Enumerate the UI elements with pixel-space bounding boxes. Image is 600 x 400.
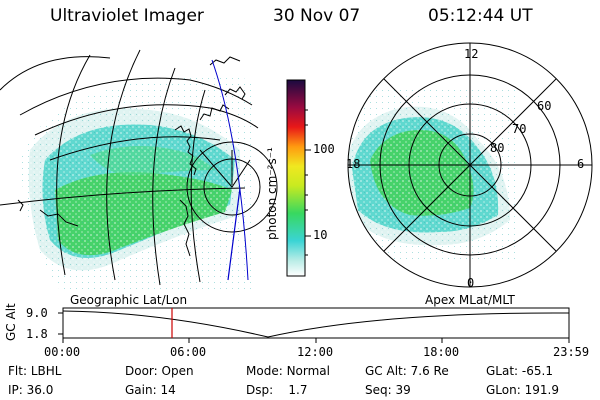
track-line (211, 59, 249, 281)
track-line (227, 187, 241, 281)
altitude-ticks (58, 312, 570, 343)
info-mode: Mode: Normal (246, 364, 330, 378)
polar-panel-label: Apex MLat/MLT (425, 293, 515, 307)
info-seq: Seq: 39 (365, 383, 411, 397)
colorbar-ticks (305, 109, 311, 256)
colorbar-tick-label: 100 (313, 142, 335, 156)
altitude-xtick: 06:00 (170, 345, 207, 359)
geographic-grid (0, 49, 278, 286)
altitude-ylabel: GC Alt (4, 303, 18, 341)
info-glat: GLat: -65.1 (486, 364, 553, 378)
info-glon: GLon: 191.9 (486, 383, 559, 397)
mlat-label-60: 60 (537, 99, 552, 113)
altitude-curve (62, 310, 570, 338)
date-label: 30 Nov 07 (273, 6, 361, 26)
info-dsp: Dsp: 1.7 (246, 383, 308, 397)
instrument-title: Ultraviolet Imager (50, 6, 204, 26)
altitude-xtick: 23:59 (553, 345, 590, 359)
mlt-label-0: 0 (467, 276, 475, 290)
info-flt: Flt: LBHL (8, 364, 62, 378)
mlat-label-80: 80 (490, 141, 505, 155)
polar-aurora (348, 90, 520, 260)
mlt-label-18: 18 (346, 157, 361, 171)
info-gc-alt: GC Alt: 7.6 Re (365, 364, 449, 378)
info-door: Door: Open (125, 364, 194, 378)
altitude-ytick: 9.0 (26, 306, 48, 320)
time-label: 05:12:44 UT (428, 6, 533, 26)
colorbar-tick-label: 10 (313, 228, 328, 242)
mlt-label-12: 12 (464, 47, 479, 61)
altitude-ytick: 1.8 (26, 327, 48, 341)
altitude-xtick: 00:00 (44, 345, 81, 359)
colorbar (286, 79, 306, 277)
mlt-label-6: 6 (577, 157, 585, 171)
info-ip: IP: 36.0 (8, 383, 54, 397)
coastline (17, 56, 246, 257)
colorbar-unit-label: photon cm⁻²s⁻¹ (265, 147, 279, 240)
polar-grid (347, 42, 593, 288)
geographic-panel-label: Geographic Lat/Lon (70, 293, 188, 307)
altitude-xtick: 18:00 (423, 345, 460, 359)
info-gain: Gain: 14 (125, 383, 176, 397)
geographic-panel (20, 76, 252, 290)
altitude-frame (62, 307, 570, 339)
mlat-label-70: 70 (512, 122, 527, 136)
altitude-xtick: 12:00 (297, 345, 334, 359)
